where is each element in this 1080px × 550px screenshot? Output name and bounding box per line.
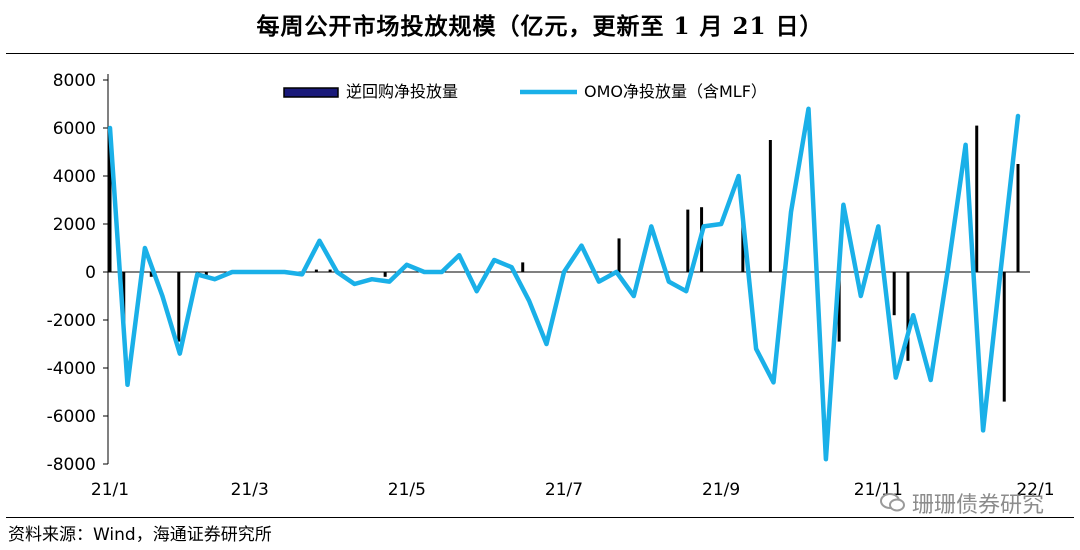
bar <box>768 140 772 272</box>
y-tick-label: 6000 <box>53 119 96 139</box>
y-tick-label: 4000 <box>53 167 96 187</box>
line-series <box>107 106 1021 462</box>
bar <box>1016 164 1020 272</box>
x-tick-label: 21/3 <box>231 480 269 500</box>
chart: 8000 6000 4000 2000 0 -2000 -4000 -6000 -8000 21/… <box>47 71 1055 500</box>
y-tick-label: -6000 <box>47 407 96 427</box>
legend-swatch-bar <box>283 87 339 98</box>
y-tick-label: -8000 <box>47 455 96 475</box>
watermark: 珊珊债券研究 <box>879 487 1044 519</box>
x-tick-label: 21/9 <box>702 480 740 500</box>
bar <box>521 262 525 272</box>
legend: 逆回购净投放量 OMO净投放量（含MLF） <box>283 82 767 101</box>
legend-label-line: OMO净投放量（含MLF） <box>584 82 767 101</box>
x-tick-label: 21/7 <box>545 480 583 500</box>
bar <box>108 130 112 272</box>
bar <box>204 272 208 277</box>
source-note: 资料来源：Wind，海通证券研究所 <box>8 525 272 545</box>
x-tick-label: 21/1 <box>91 480 129 500</box>
bar <box>617 238 621 272</box>
bar <box>837 272 841 342</box>
chart-title: 每周公开市场投放规模（亿元，更新至 1 月 21 日） <box>256 13 824 40</box>
y-tick-label: 2000 <box>53 215 96 235</box>
bar <box>906 272 910 361</box>
omo-line <box>107 106 1021 462</box>
y-tick-label: 8000 <box>53 71 96 91</box>
x-tick-label: 22/1 <box>1016 480 1054 500</box>
bar <box>383 272 387 277</box>
bar <box>741 216 745 272</box>
tick-labels: 8000 6000 4000 2000 0 -2000 -4000 -6000 -8000 21/… <box>47 71 1055 500</box>
bar <box>1002 272 1006 402</box>
legend-label-bar: 逆回购净投放量 <box>346 82 458 101</box>
bar <box>975 125 979 272</box>
bar <box>314 269 318 272</box>
source-rule <box>6 517 1074 518</box>
bar <box>177 272 181 342</box>
bar <box>686 209 690 272</box>
y-tick-label: -2000 <box>47 311 96 331</box>
watermark-text: 珊珊债券研究 <box>911 493 1044 518</box>
y-tick-label: 0 <box>85 263 96 283</box>
bar <box>328 269 332 272</box>
title-rule <box>6 53 1074 54</box>
wechat-icon <box>879 493 905 512</box>
y-tick-label: -4000 <box>47 359 96 379</box>
bar <box>149 272 153 277</box>
x-tick-label: 21/5 <box>388 480 426 500</box>
bar <box>892 272 896 316</box>
